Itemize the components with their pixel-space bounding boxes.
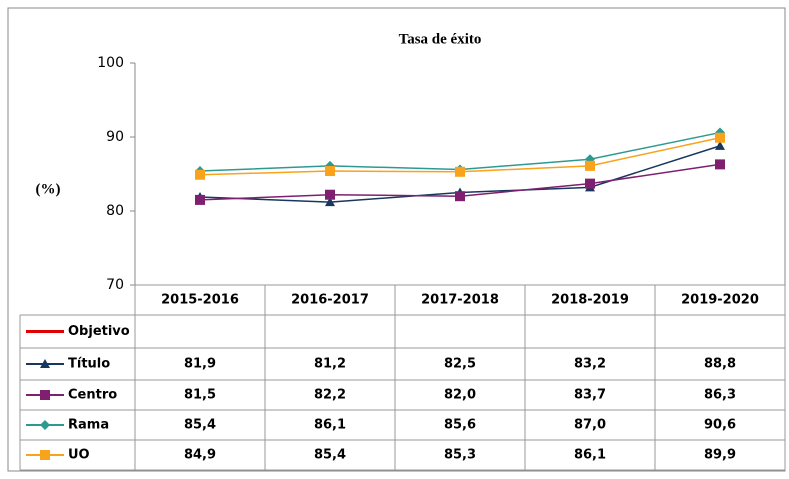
marker <box>715 159 725 170</box>
x-tick-label: 2017-2018 <box>421 293 499 308</box>
marker <box>455 166 465 177</box>
marker <box>455 191 465 202</box>
table-value: 86,3 <box>704 388 736 403</box>
marker <box>40 450 50 460</box>
marker <box>195 194 205 205</box>
table-value: 82,0 <box>444 388 476 403</box>
table-value: 84,9 <box>184 448 216 463</box>
y-tick-label: 70 <box>106 277 124 293</box>
marker <box>325 189 335 200</box>
table-value: 81,2 <box>314 357 346 372</box>
table-value: 88,8 <box>704 357 736 372</box>
table-value: 81,5 <box>184 388 216 403</box>
x-tick-label: 2018-2019 <box>551 293 629 308</box>
table-value: 90,6 <box>704 418 736 433</box>
chart-title: Tasa de éxito <box>399 31 482 47</box>
marker <box>715 132 725 143</box>
y-tick-label: 100 <box>97 55 124 71</box>
table-value: 87,0 <box>574 418 606 433</box>
x-tick-label: 2016-2017 <box>291 293 369 308</box>
marker <box>40 359 50 368</box>
marker <box>195 169 205 180</box>
table-value: 83,2 <box>574 357 606 372</box>
y-tick-label: 80 <box>106 203 124 219</box>
table-value: 89,9 <box>704 448 736 463</box>
legend-label: Objetivo <box>68 324 130 339</box>
table-value: 85,6 <box>444 418 476 433</box>
legend-label: Rama <box>68 418 109 433</box>
marker <box>585 178 595 189</box>
table-value: 82,5 <box>444 357 476 372</box>
marker <box>40 420 50 430</box>
marker <box>325 197 335 207</box>
legend-label: Título <box>68 357 110 372</box>
y-tick-label: 90 <box>106 129 124 145</box>
table-value: 85,4 <box>184 418 216 433</box>
legend-label: Centro <box>68 388 117 403</box>
marker <box>715 140 725 150</box>
table-value: 81,9 <box>184 357 216 372</box>
table-value: 83,7 <box>574 388 606 403</box>
chart-border <box>7 7 786 472</box>
table-value: 85,4 <box>314 448 346 463</box>
y-axis-label: (%) <box>36 181 61 197</box>
legend-label: UO <box>68 448 90 463</box>
table-value: 86,1 <box>574 448 606 463</box>
table-value: 86,1 <box>314 418 346 433</box>
marker <box>40 390 50 400</box>
x-tick-label: 2019-2020 <box>681 293 759 308</box>
marker <box>325 166 335 177</box>
table-value: 82,2 <box>314 388 346 403</box>
marker <box>585 160 595 171</box>
table-value: 85,3 <box>444 448 476 463</box>
x-tick-label: 2015-2016 <box>161 293 239 308</box>
